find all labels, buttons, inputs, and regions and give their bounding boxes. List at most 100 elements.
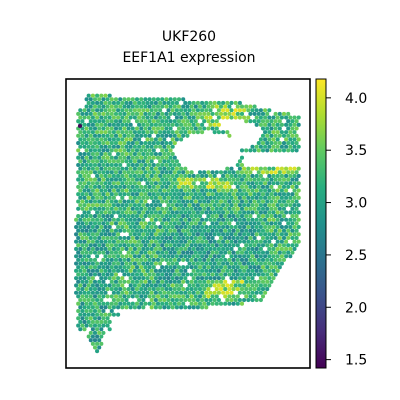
expression-spot: [181, 243, 186, 248]
expression-spot: [139, 243, 144, 248]
expression-spot: [162, 152, 167, 157]
expression-spot: [216, 290, 221, 295]
expression-spot: [168, 141, 173, 146]
expression-spot: [281, 133, 287, 138]
expression-spot: [160, 97, 165, 102]
expression-spot: [223, 214, 228, 219]
expression-spot: [90, 93, 95, 98]
expression-spot: [265, 279, 270, 284]
expression-spot: [258, 225, 263, 230]
expression-spot: [84, 199, 89, 204]
expression-spot: [116, 239, 121, 244]
expression-spot: [183, 239, 188, 244]
expression-spot: [162, 232, 167, 237]
expression-spot: [103, 166, 108, 171]
expression-spot: [187, 239, 192, 244]
expression-spot: [158, 181, 163, 186]
expression-spot: [189, 184, 194, 189]
expression-spot: [212, 298, 217, 303]
expression-spot: [111, 166, 116, 171]
expression-spot: [221, 100, 226, 105]
expression-spot: [242, 210, 247, 215]
expression-spot: [269, 141, 274, 146]
expression-spot: [130, 287, 135, 292]
expression-spot: [122, 111, 127, 116]
expression-spot: [103, 173, 108, 178]
expression-spot: [107, 137, 112, 142]
expression-spot: [116, 108, 121, 113]
expression-spot: [118, 104, 123, 109]
expression-spot: [210, 228, 215, 233]
expression-spot: [141, 188, 146, 193]
expression-spot: [231, 199, 236, 204]
expression-spot: [134, 97, 140, 102]
expression-spot: [263, 239, 268, 244]
expression-spot: [90, 195, 95, 200]
expression-spot: [265, 265, 270, 270]
expression-spot: [103, 93, 108, 98]
expression-spot: [137, 217, 142, 222]
expression-spot: [124, 122, 129, 127]
expression-spot: [130, 111, 135, 116]
expression-spot: [97, 272, 102, 277]
expression-spot: [218, 221, 224, 226]
expression-spot: [88, 294, 93, 299]
expression-spot: [120, 115, 125, 120]
expression-spot: [78, 115, 83, 120]
expression-spot: [130, 148, 135, 153]
expression-spot: [166, 100, 171, 105]
expression-spot: [265, 243, 270, 248]
expression-spot: [252, 148, 257, 153]
expression-spot: [99, 173, 104, 178]
expression-spot: [187, 203, 192, 208]
expression-spot: [92, 330, 98, 335]
expression-spot: [168, 294, 173, 299]
expression-spot: [275, 166, 280, 171]
expression-spot: [166, 195, 171, 200]
expression-spot: [153, 195, 158, 200]
expression-spot: [248, 206, 253, 211]
expression-spot: [90, 166, 95, 171]
expression-spot: [147, 287, 152, 292]
expression-spot: [265, 206, 270, 211]
expression-spot: [134, 243, 140, 248]
expression-spot: [111, 312, 116, 317]
expression-spot: [162, 181, 167, 186]
expression-spot: [204, 108, 209, 113]
expression-spot: [76, 243, 81, 248]
expression-spot: [164, 192, 169, 197]
expression-spot: [235, 221, 240, 226]
expression-spot: [179, 217, 184, 222]
expression-spot: [212, 246, 217, 251]
expression-spot: [166, 217, 171, 222]
expression-spot: [284, 173, 289, 178]
expression-spot: [158, 225, 163, 230]
expression-spot: [229, 239, 234, 244]
expression-spot: [143, 184, 148, 189]
expression-spot: [197, 279, 203, 284]
expression-spot: [124, 100, 129, 105]
expression-spot: [120, 268, 125, 273]
expression-spot: [263, 232, 268, 237]
expression-spot: [160, 199, 165, 204]
expression-spot: [130, 214, 135, 219]
expression-spot: [74, 232, 79, 237]
expression-spot: [141, 210, 146, 215]
expression-spot: [118, 111, 123, 116]
expression-spot: [244, 119, 249, 124]
expression-spot: [105, 301, 110, 306]
expression-spot: [271, 144, 276, 149]
expression-spot: [97, 221, 102, 226]
expression-spot: [244, 221, 249, 226]
expression-spot: [176, 250, 182, 255]
expression-spot: [250, 283, 255, 288]
expression-spot: [239, 301, 245, 306]
expression-spot: [204, 254, 209, 259]
expression-spot: [166, 254, 171, 259]
expression-spot: [197, 265, 203, 270]
expression-spot: [103, 239, 108, 244]
expression-spot: [271, 254, 276, 259]
expression-spot: [111, 239, 116, 244]
expression-spot: [147, 126, 152, 131]
